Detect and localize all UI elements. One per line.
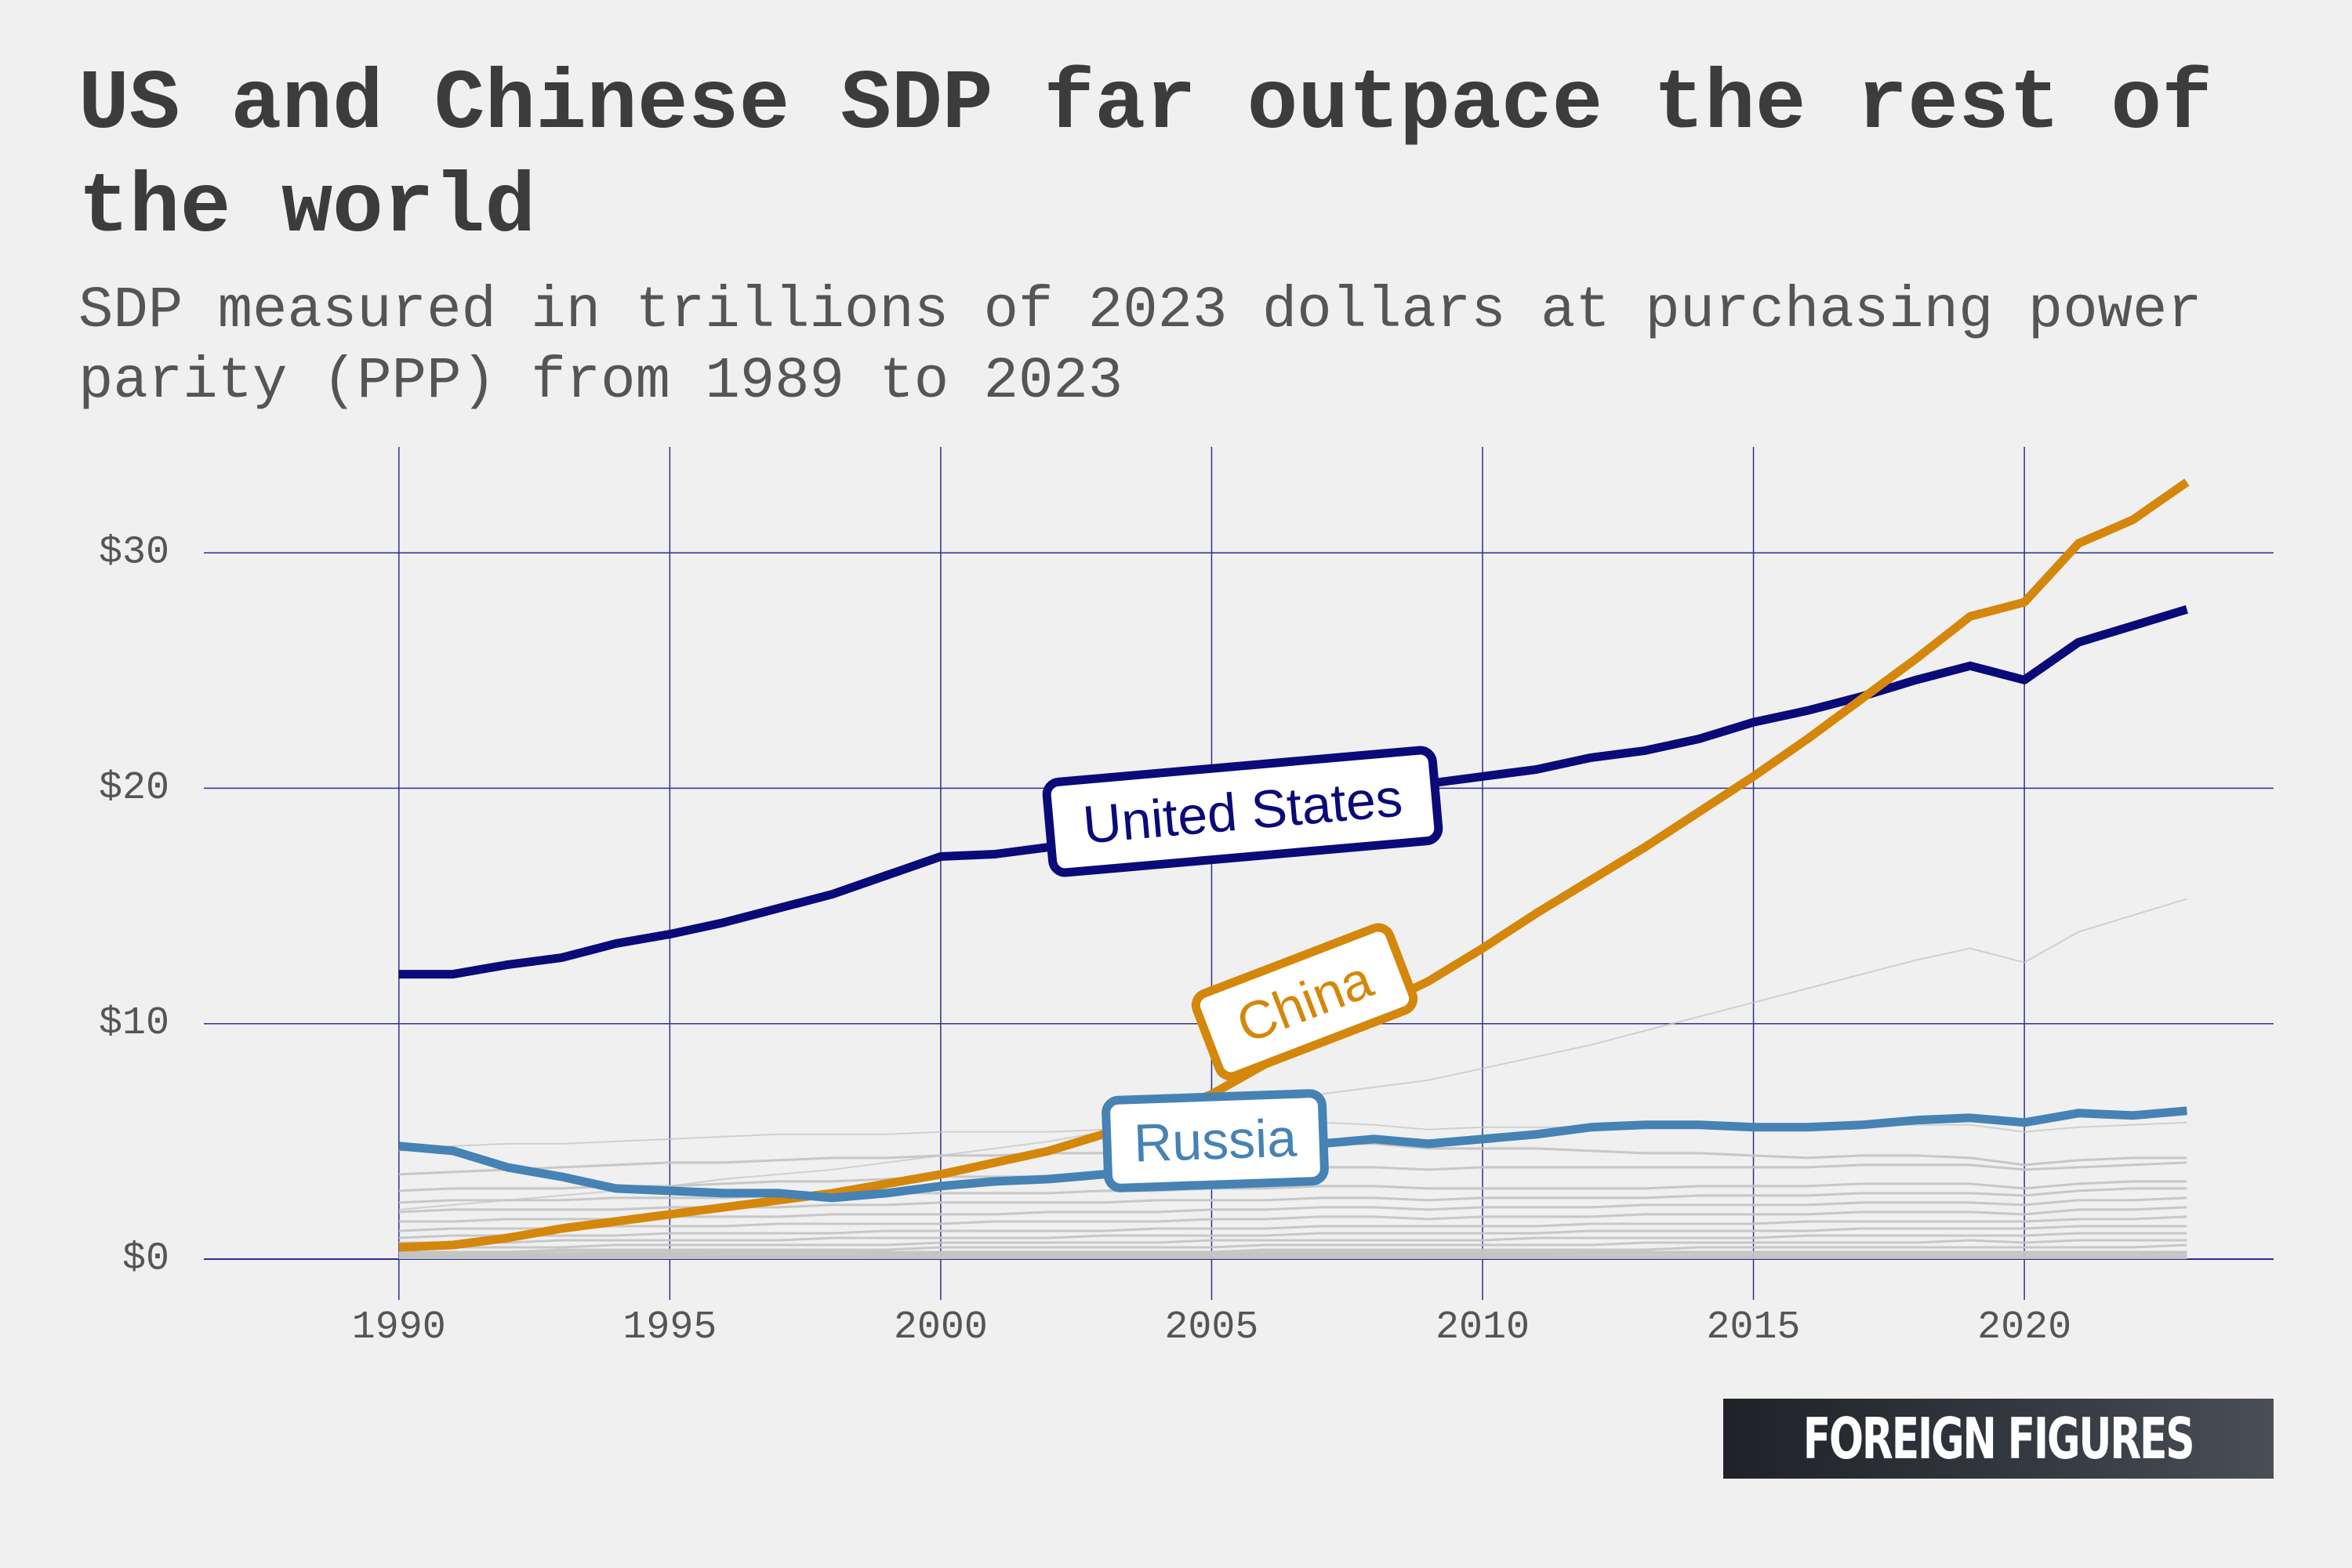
other-country-line	[398, 1232, 2187, 1249]
y-tick-label: $30	[99, 531, 169, 575]
x-tick-label: 2015	[1707, 1305, 1801, 1350]
series-label-text-russia: Russia	[1133, 1108, 1298, 1173]
y-tick-label: $0	[122, 1237, 169, 1282]
series-label-box-russia	[1102, 1089, 1329, 1192]
other-country-line	[398, 1206, 2187, 1232]
axis-tick-labels: $0 $10 $20 $30 1990 1995 2000 2005 2010 2015 2020	[99, 531, 2071, 1350]
y-tick-label: $10	[99, 1001, 169, 1046]
series-label-box-united-states	[1042, 746, 1443, 877]
other-country-line	[398, 1180, 2187, 1204]
brand-logo-text: FOREIGN FIGURES	[1803, 1406, 2195, 1472]
x-tick-label: 1995	[622, 1305, 717, 1350]
series-label-box-china	[1191, 923, 1418, 1081]
series-label-china: China	[1191, 923, 1418, 1081]
series-label-russia: Russia	[1102, 1089, 1329, 1192]
other-country-line	[398, 1196, 2187, 1223]
series-label-united-states: United States	[1042, 746, 1443, 877]
other-country-line	[398, 1225, 2187, 1244]
x-tick-label: 2020	[1977, 1305, 2071, 1350]
other-countries-lines	[398, 898, 2187, 1259]
chart-title: US and Chinese SDP far outpace the rest …	[78, 57, 2213, 256]
x-tick-label: 1990	[352, 1305, 446, 1350]
brand-logo: FOREIGN FIGURES	[1723, 1399, 2274, 1479]
other-country-line	[398, 1254, 2187, 1259]
y-tick-label: $20	[99, 766, 169, 811]
x-tick-label: 2010	[1436, 1305, 1530, 1350]
x-tick-label: 2000	[894, 1305, 988, 1350]
series-labels: United States China Russia	[1042, 746, 1443, 1192]
x-tick-label: 2005	[1164, 1305, 1258, 1350]
other-country-line	[398, 1239, 2187, 1254]
other-country-line	[398, 1215, 2187, 1240]
chart-subtitle: SDP measured in trillions of 2023 dollar…	[78, 278, 2202, 415]
other-country-line	[398, 1243, 2187, 1256]
